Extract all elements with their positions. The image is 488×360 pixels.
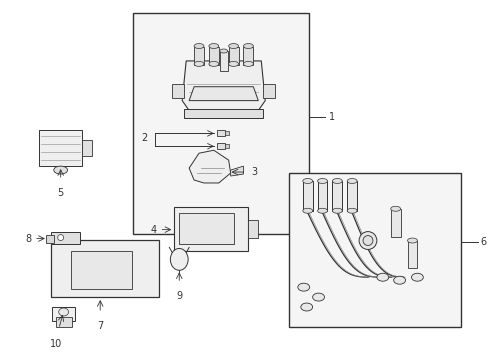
Bar	[243, 47, 253, 65]
Ellipse shape	[243, 44, 253, 49]
Bar	[216, 130, 224, 136]
Bar	[174, 207, 248, 251]
Ellipse shape	[228, 44, 238, 49]
Ellipse shape	[243, 62, 253, 66]
Bar	[46, 235, 54, 243]
Bar	[407, 240, 417, 268]
Bar	[390, 209, 400, 237]
Ellipse shape	[346, 208, 356, 213]
Text: 3: 3	[251, 167, 257, 177]
Text: 9: 9	[176, 291, 182, 301]
Bar	[70, 251, 132, 289]
Ellipse shape	[194, 44, 203, 49]
Ellipse shape	[58, 235, 63, 240]
Text: 6: 6	[480, 237, 486, 247]
Ellipse shape	[317, 179, 327, 184]
Bar	[263, 84, 275, 98]
Ellipse shape	[297, 283, 309, 291]
Bar	[224, 144, 228, 148]
Bar	[184, 109, 263, 118]
Ellipse shape	[390, 206, 400, 211]
Ellipse shape	[376, 273, 388, 281]
Bar	[216, 143, 224, 149]
Bar	[133, 13, 308, 234]
Text: 1: 1	[328, 112, 334, 122]
Bar	[51, 231, 80, 243]
Bar	[302, 181, 312, 211]
Text: 7: 7	[97, 321, 103, 331]
Ellipse shape	[317, 208, 327, 213]
Ellipse shape	[170, 248, 188, 270]
Bar	[288, 173, 460, 327]
Ellipse shape	[312, 293, 324, 301]
Bar	[172, 84, 184, 98]
Bar	[56, 317, 71, 327]
Ellipse shape	[59, 308, 68, 316]
Polygon shape	[182, 61, 264, 111]
Ellipse shape	[228, 62, 238, 66]
Text: 8: 8	[25, 234, 31, 244]
Ellipse shape	[302, 208, 312, 213]
Text: 2: 2	[141, 133, 147, 143]
Ellipse shape	[332, 179, 342, 184]
Bar	[228, 47, 238, 65]
Ellipse shape	[362, 235, 372, 246]
Ellipse shape	[346, 179, 356, 184]
Bar	[248, 220, 258, 238]
Bar	[51, 239, 159, 297]
Bar	[317, 181, 327, 211]
Ellipse shape	[302, 179, 312, 184]
Ellipse shape	[407, 238, 417, 243]
Bar	[208, 47, 218, 65]
Bar	[194, 47, 203, 65]
Ellipse shape	[54, 166, 67, 174]
Bar	[52, 307, 75, 321]
Ellipse shape	[358, 231, 376, 249]
Ellipse shape	[410, 273, 423, 281]
Ellipse shape	[208, 62, 218, 66]
Ellipse shape	[393, 276, 405, 284]
Bar	[82, 140, 92, 156]
Text: 4: 4	[150, 225, 156, 235]
Bar	[332, 181, 342, 211]
Bar	[39, 130, 82, 166]
Text: 5: 5	[58, 188, 63, 198]
Bar	[224, 131, 228, 135]
Ellipse shape	[194, 62, 203, 66]
Ellipse shape	[219, 49, 227, 53]
Bar	[219, 51, 227, 71]
Polygon shape	[230, 166, 243, 176]
Ellipse shape	[208, 44, 218, 49]
Text: 10: 10	[49, 339, 62, 349]
Bar	[179, 213, 233, 244]
Polygon shape	[189, 87, 258, 100]
Bar	[346, 181, 356, 211]
Ellipse shape	[332, 208, 342, 213]
Polygon shape	[189, 150, 230, 183]
Ellipse shape	[300, 303, 312, 311]
